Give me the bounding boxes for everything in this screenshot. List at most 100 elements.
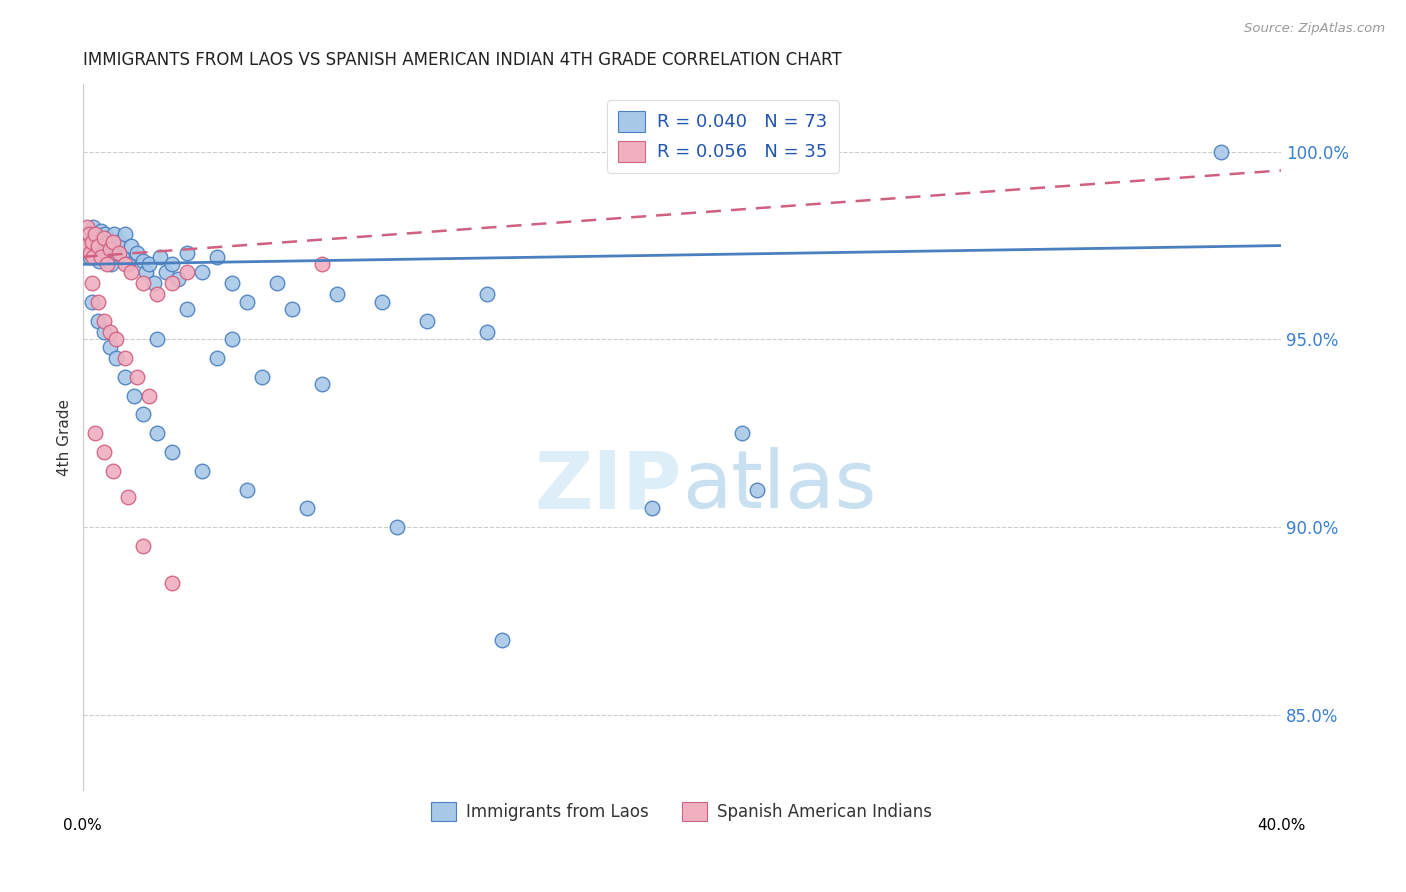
Text: 0.0%: 0.0% bbox=[63, 818, 103, 833]
Point bbox=[125, 370, 148, 384]
Point bbox=[83, 242, 105, 256]
Point bbox=[86, 294, 108, 309]
Text: atlas: atlas bbox=[682, 448, 876, 525]
Point bbox=[90, 250, 112, 264]
Point bbox=[80, 294, 103, 309]
Point bbox=[146, 426, 169, 441]
Point bbox=[134, 265, 156, 279]
Point bbox=[207, 351, 229, 366]
Point bbox=[104, 246, 127, 260]
Point bbox=[311, 377, 333, 392]
Point bbox=[162, 576, 184, 591]
Point bbox=[82, 219, 104, 234]
Point bbox=[86, 313, 108, 327]
Point bbox=[93, 246, 115, 260]
Point bbox=[80, 235, 103, 249]
Point bbox=[93, 445, 115, 459]
Point bbox=[131, 539, 153, 553]
Point bbox=[101, 235, 124, 249]
Point bbox=[83, 426, 105, 441]
Point bbox=[641, 501, 664, 516]
Point bbox=[167, 272, 190, 286]
Point bbox=[93, 313, 115, 327]
Point bbox=[103, 227, 125, 242]
Point bbox=[96, 250, 118, 264]
Legend: Immigrants from Laos, Spanish American Indians: Immigrants from Laos, Spanish American I… bbox=[425, 795, 939, 828]
Point bbox=[162, 276, 184, 290]
Point bbox=[110, 250, 132, 264]
Point bbox=[491, 632, 513, 647]
Point bbox=[131, 253, 153, 268]
Point bbox=[191, 464, 214, 478]
Point bbox=[114, 257, 136, 271]
Point bbox=[82, 250, 104, 264]
Point bbox=[162, 445, 184, 459]
Point bbox=[371, 294, 394, 309]
Point bbox=[86, 238, 108, 252]
Text: ZIP: ZIP bbox=[534, 448, 682, 525]
Point bbox=[96, 257, 118, 271]
Point bbox=[297, 501, 319, 516]
Text: IMMIGRANTS FROM LAOS VS SPANISH AMERICAN INDIAN 4TH GRADE CORRELATION CHART: IMMIGRANTS FROM LAOS VS SPANISH AMERICAN… bbox=[83, 51, 841, 69]
Point bbox=[252, 370, 274, 384]
Point bbox=[87, 253, 110, 268]
Point bbox=[155, 265, 177, 279]
Point bbox=[79, 246, 101, 260]
Point bbox=[107, 235, 129, 249]
Point bbox=[94, 227, 117, 242]
Point bbox=[385, 520, 408, 534]
Point bbox=[114, 370, 136, 384]
Point bbox=[745, 483, 768, 497]
Point bbox=[100, 257, 122, 271]
Point bbox=[149, 250, 172, 264]
Point bbox=[475, 287, 498, 301]
Point bbox=[162, 257, 184, 271]
Point bbox=[146, 287, 169, 301]
Point bbox=[77, 227, 100, 242]
Point bbox=[75, 238, 97, 252]
Point bbox=[80, 276, 103, 290]
Point bbox=[138, 389, 160, 403]
Y-axis label: 4th Grade: 4th Grade bbox=[58, 399, 72, 475]
Point bbox=[83, 227, 105, 242]
Point bbox=[416, 313, 439, 327]
Point bbox=[131, 276, 153, 290]
Point bbox=[146, 333, 169, 347]
Point bbox=[120, 265, 142, 279]
Point bbox=[77, 227, 100, 242]
Point bbox=[117, 490, 139, 504]
Point bbox=[122, 389, 145, 403]
Point bbox=[131, 408, 153, 422]
Point bbox=[98, 340, 121, 354]
Point bbox=[138, 257, 160, 271]
Point bbox=[236, 483, 259, 497]
Point bbox=[98, 242, 121, 256]
Point bbox=[191, 265, 214, 279]
Point bbox=[80, 235, 103, 249]
Point bbox=[176, 302, 198, 317]
Point bbox=[266, 276, 288, 290]
Point bbox=[104, 351, 127, 366]
Point bbox=[98, 325, 121, 339]
Point bbox=[84, 246, 107, 260]
Point bbox=[221, 333, 243, 347]
Point bbox=[86, 231, 108, 245]
Point bbox=[114, 351, 136, 366]
Point bbox=[101, 464, 124, 478]
Text: Source: ZipAtlas.com: Source: ZipAtlas.com bbox=[1244, 22, 1385, 36]
Point bbox=[101, 238, 124, 252]
Point bbox=[1209, 145, 1232, 159]
Point bbox=[120, 238, 142, 252]
Point bbox=[221, 276, 243, 290]
Point bbox=[311, 257, 333, 271]
Text: 40.0%: 40.0% bbox=[1257, 818, 1305, 833]
Point bbox=[107, 246, 129, 260]
Point bbox=[117, 257, 139, 271]
Point bbox=[104, 333, 127, 347]
Point bbox=[143, 276, 166, 290]
Point bbox=[207, 250, 229, 264]
Point bbox=[93, 231, 115, 245]
Point bbox=[731, 426, 754, 441]
Point bbox=[93, 325, 115, 339]
Point bbox=[125, 246, 148, 260]
